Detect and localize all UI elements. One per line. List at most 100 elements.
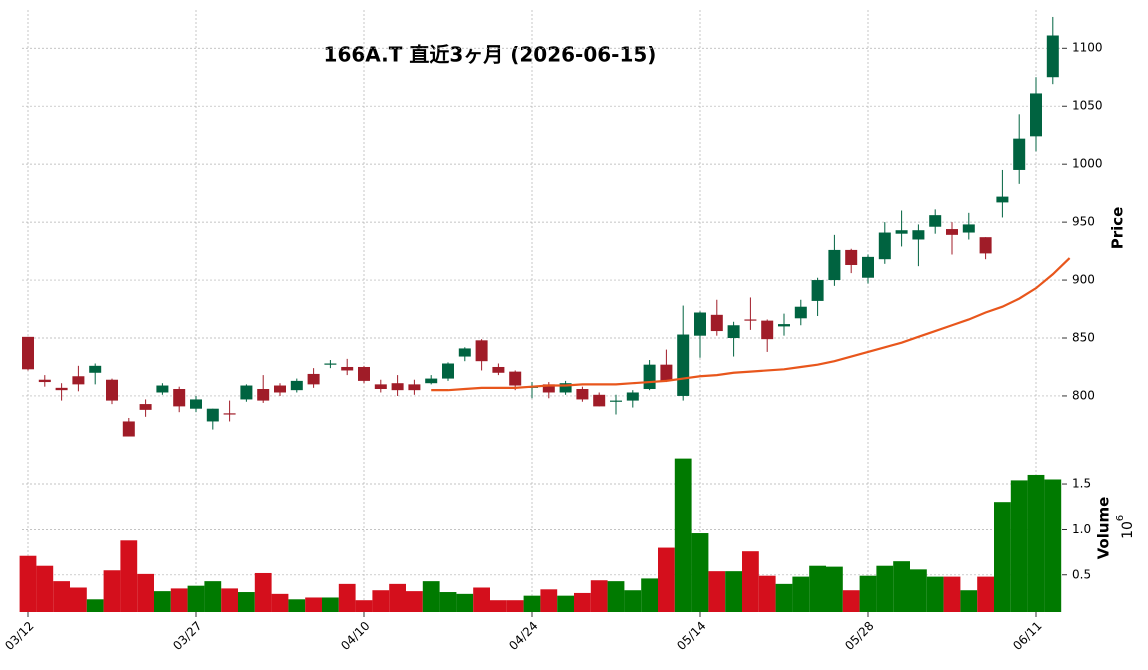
candle-body	[626, 392, 639, 401]
x-tick-label: 03/12	[2, 619, 36, 653]
volume-bar	[170, 588, 188, 612]
volume-bar	[960, 590, 978, 612]
volume-bar	[506, 600, 524, 612]
volume-bar	[406, 591, 423, 612]
candle-body	[660, 364, 673, 381]
candle-body	[895, 230, 908, 234]
candle-body	[962, 224, 975, 233]
volume-bar	[926, 576, 944, 612]
candle-body	[542, 384, 555, 393]
volume-bar	[607, 581, 625, 612]
y-axis-label: Price	[1109, 207, 1127, 250]
volume-bar	[271, 593, 289, 612]
candle-body	[106, 379, 118, 401]
candle-body	[761, 320, 774, 340]
volume-bar	[758, 575, 776, 612]
volume-bar	[876, 565, 894, 612]
candle-body	[593, 394, 606, 407]
volume-bar	[1044, 479, 1062, 612]
volume-tick-label: 0.5	[1072, 567, 1091, 581]
candle-body	[509, 371, 522, 386]
candle-body	[492, 366, 505, 373]
volume-bar	[490, 600, 507, 612]
candle-body	[358, 366, 370, 381]
candle-body	[475, 340, 488, 362]
candle-body	[643, 364, 656, 390]
y-tick-label: 800	[1072, 388, 1095, 402]
volume-bar	[842, 590, 860, 612]
volume-bar	[355, 600, 373, 612]
volume-bar	[1027, 474, 1045, 612]
volume-tick-label: 1.5	[1072, 477, 1091, 491]
volume-bar	[456, 593, 474, 612]
candle-body	[341, 366, 354, 371]
candle-body	[274, 385, 286, 393]
volume-bar	[557, 595, 574, 612]
candle-body	[610, 400, 622, 402]
chart-title: 166A.T 直近3ヶ月 (2026-06-15)	[324, 43, 657, 67]
volume-bar	[137, 573, 154, 612]
volume-bar	[338, 583, 356, 612]
volume-bar	[36, 565, 54, 612]
volume-bar	[439, 592, 457, 612]
volume-bar	[1010, 480, 1028, 612]
candle-body	[727, 325, 740, 339]
volume-bar	[288, 599, 306, 612]
candle-body	[240, 385, 253, 400]
y-tick-label: 900	[1072, 273, 1095, 287]
volume-bar	[859, 575, 877, 612]
candle-body	[425, 378, 438, 384]
volume-bar	[658, 547, 675, 612]
volume-bar	[574, 592, 591, 612]
volume-scale-exponent: 6	[1115, 515, 1126, 521]
candle-body	[559, 383, 572, 393]
candle-body	[794, 306, 807, 319]
volume-bar	[120, 540, 138, 612]
candle-body	[1046, 35, 1059, 78]
volume-bar	[389, 583, 406, 612]
volume-bar	[372, 590, 390, 612]
volume-bar	[826, 566, 843, 612]
candle-body	[190, 399, 202, 409]
volume-bar	[204, 581, 222, 612]
candle-body	[408, 384, 421, 391]
volume-bar	[322, 597, 339, 612]
y-tick-label: 1100	[1072, 41, 1103, 55]
volume-bar	[523, 595, 541, 612]
volume-bar	[775, 583, 793, 612]
x-tick-label: 03/27	[170, 619, 204, 653]
volume-bar	[254, 572, 272, 612]
volume-bar	[103, 570, 121, 612]
candle-body	[828, 249, 841, 281]
y-tick-label: 1000	[1072, 157, 1103, 171]
moving-average-line	[431, 257, 1071, 392]
volume-bar	[910, 569, 927, 612]
candle-body	[458, 348, 471, 357]
volume-bar	[674, 458, 692, 612]
candle-body	[22, 336, 34, 370]
x-tick-label: 04/10	[338, 619, 372, 653]
volume-bar	[691, 533, 709, 612]
candle-body	[1013, 138, 1026, 170]
volume-bar	[742, 551, 759, 612]
volume-bar	[422, 581, 440, 612]
candle-body	[324, 363, 337, 365]
volume-bar	[70, 587, 87, 612]
candle-body	[929, 215, 942, 227]
volume-bar	[86, 599, 104, 612]
candle-body	[710, 314, 723, 332]
candle-body	[1030, 93, 1042, 137]
volume-bar	[305, 597, 322, 612]
candle-body	[694, 312, 706, 336]
volume-tick-label: 1.0	[1072, 522, 1091, 536]
candle-body	[173, 389, 186, 407]
volume-scale-base: 10	[1120, 521, 1136, 539]
volume-bar	[221, 588, 238, 612]
volume-bar	[540, 589, 558, 612]
candle-body	[677, 334, 690, 396]
candle-body	[811, 280, 824, 301]
candle-body	[374, 384, 387, 390]
candle-body	[946, 229, 958, 235]
candle-body	[223, 413, 236, 415]
